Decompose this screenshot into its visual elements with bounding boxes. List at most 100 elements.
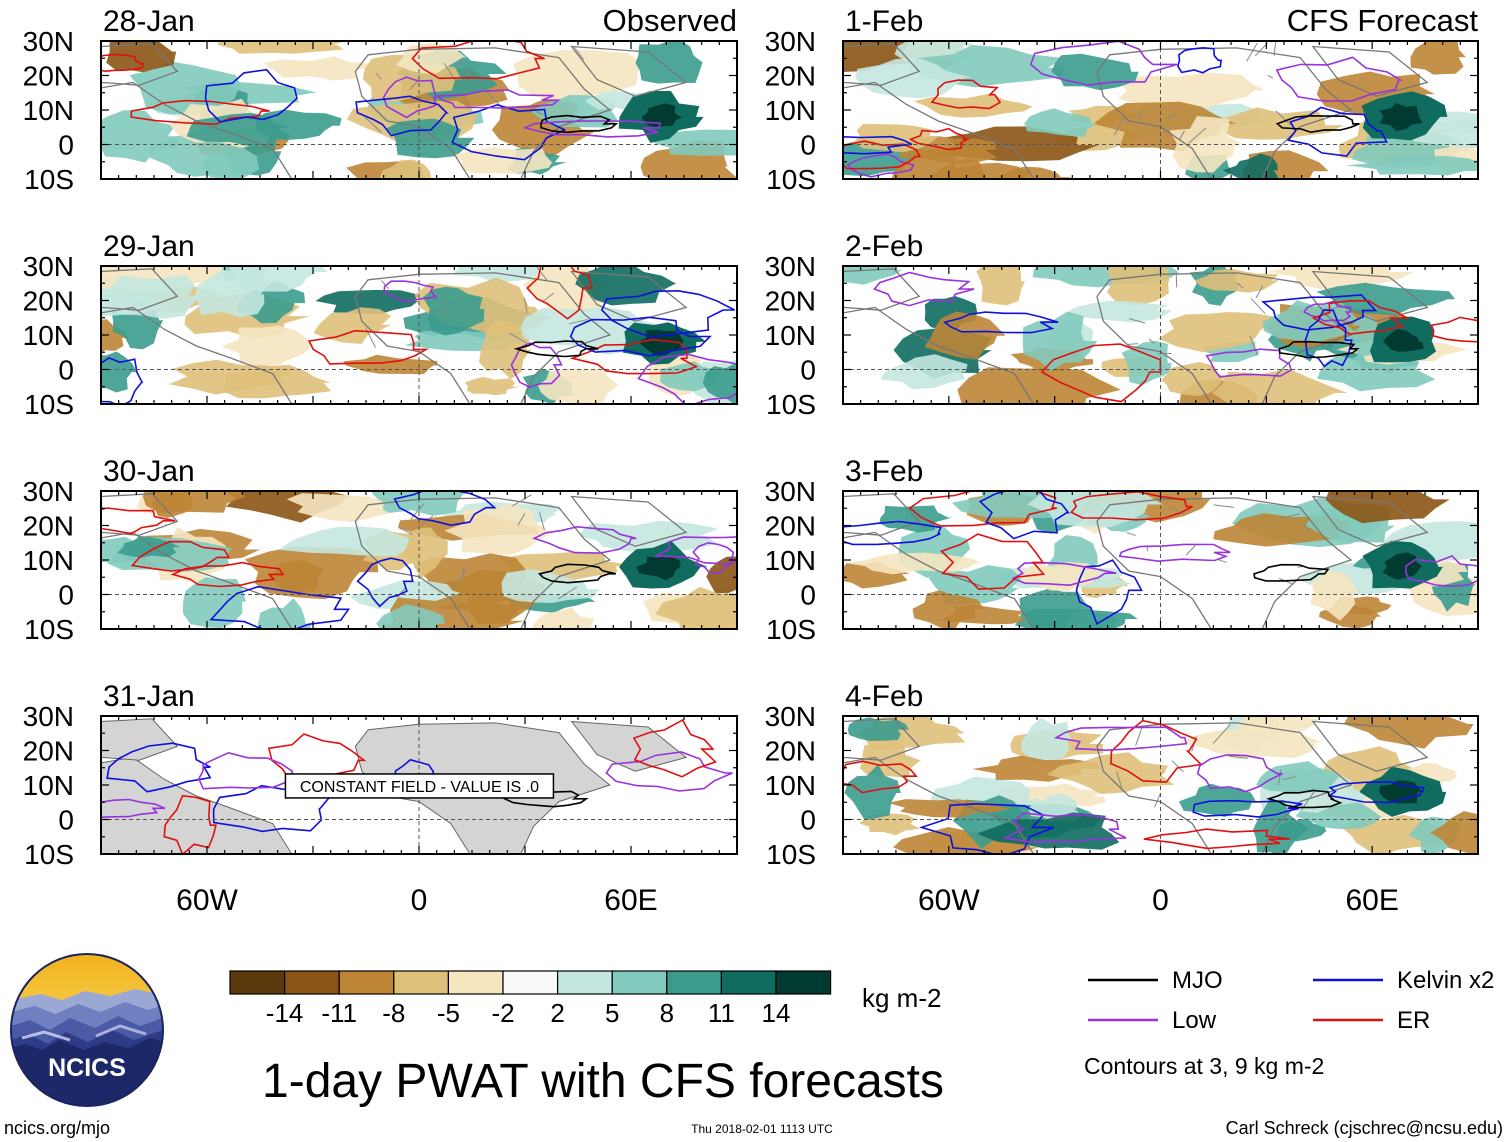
lat-label: 20N — [765, 286, 816, 317]
colorbar-tick-label: -11 — [321, 998, 357, 1028]
lat-label: 20N — [765, 736, 816, 767]
main-title: 1-day PWAT with CFS forecasts — [262, 1055, 944, 1108]
colorbar-segment — [775, 970, 832, 995]
lat-label: 30N — [765, 701, 816, 732]
lat-label: 10S — [24, 839, 74, 870]
lat-label: 20N — [23, 736, 74, 767]
colorbar-segment — [556, 970, 613, 995]
panel-date-label: 29-Jan — [103, 230, 195, 263]
contour-legend: MJO Kelvin x2 Low ER — [1088, 967, 1494, 1034]
colorbar-segment — [229, 970, 286, 995]
lat-label: 10S — [24, 389, 74, 420]
colorbar-tick-label: 14 — [762, 998, 791, 1028]
colorbar-units: kg m-2 — [862, 983, 941, 1013]
lon-label: 60W — [918, 884, 980, 917]
lat-label: 10N — [765, 545, 816, 576]
panel-date-label: 31-Jan — [103, 680, 195, 713]
panel-date-label: 4-Feb — [845, 680, 923, 713]
lat-label: 10S — [766, 839, 816, 870]
lat-label: 30N — [23, 476, 74, 507]
lat-label: 0 — [58, 130, 74, 161]
lat-label: 10N — [23, 545, 74, 576]
colorbar-tick-label: 5 — [605, 998, 619, 1028]
lat-label: 10N — [765, 770, 816, 801]
timestamp: Thu 2018-02-01 1113 UTC — [691, 1122, 833, 1136]
colorbar-tick-label: -5 — [437, 998, 460, 1028]
logo-text: NCICS — [48, 1054, 126, 1082]
legend-label: Kelvin x2 — [1397, 967, 1494, 994]
colorbar-tick-label: -8 — [382, 998, 405, 1028]
colorbar-segment — [284, 970, 340, 995]
colorbar-segment — [447, 970, 504, 995]
colorbar-segment — [393, 970, 449, 995]
colorbar-tick-label: -2 — [491, 998, 514, 1028]
lat-label: 0 — [58, 580, 74, 611]
lat-label: 10N — [23, 95, 74, 126]
forecast-label: CFS Forecast — [1287, 3, 1479, 38]
panel-date-label: 28-Jan — [103, 5, 195, 38]
lat-label: 10S — [24, 614, 74, 645]
constant-field-note: CONSTANT FIELD - VALUE IS .0 — [300, 779, 539, 796]
lat-label: 10N — [23, 770, 74, 801]
colorbar-tick-label: 11 — [708, 998, 735, 1028]
colorbar-segment — [338, 970, 395, 995]
lat-label: 20N — [23, 61, 74, 92]
lat-label: 10N — [23, 320, 74, 351]
observed-label: Observed — [603, 3, 737, 38]
lon-label: 0 — [411, 884, 428, 917]
lat-label: 10S — [766, 164, 816, 195]
lat-label: 10N — [765, 320, 816, 351]
lat-label: 0 — [800, 355, 816, 386]
lat-label: 30N — [23, 701, 74, 732]
colorbar-tick-label: 8 — [660, 998, 674, 1028]
lat-label: 0 — [58, 805, 74, 836]
lon-label: 0 — [1152, 884, 1169, 917]
colorbar-segment — [611, 970, 668, 995]
lon-label: 60E — [604, 884, 657, 917]
colorbar-segment — [720, 970, 777, 995]
lat-label: 0 — [800, 130, 816, 161]
lat-label: 30N — [765, 251, 816, 282]
colorbar-segment — [666, 970, 722, 995]
lat-label: 0 — [800, 580, 816, 611]
site-url[interactable]: ncics.org/mjo — [4, 1118, 110, 1138]
lat-label: 0 — [58, 355, 74, 386]
panel-date-label: 1-Feb — [845, 5, 923, 38]
lat-label: 30N — [23, 251, 74, 282]
colorbar-tick-label: 2 — [550, 998, 564, 1028]
lat-label: 30N — [765, 26, 816, 57]
lat-label: 20N — [765, 511, 816, 542]
legend-label: Low — [1172, 1007, 1217, 1034]
panel-date-label: 3-Feb — [845, 455, 923, 488]
lat-label: 30N — [23, 26, 74, 57]
panel-date-label: 2-Feb — [845, 230, 923, 263]
panel-date-label: 30-Jan — [103, 455, 195, 488]
ncics-logo: NCICS — [10, 953, 164, 1107]
legend-label: MJO — [1172, 967, 1223, 994]
lat-label: 20N — [23, 286, 74, 317]
colorbar: -14 -11 -8 -5 -2 2 5 8 11 14 — [229, 970, 832, 1028]
lon-label: 60W — [176, 884, 238, 917]
lat-label: 10S — [766, 389, 816, 420]
colorbar-tick-label: -14 — [266, 998, 304, 1028]
legend-label: ER — [1397, 1007, 1430, 1034]
lat-label: 20N — [765, 61, 816, 92]
contours-note: Contours at 3, 9 kg m-2 — [1084, 1053, 1324, 1079]
lat-label: 10N — [765, 95, 816, 126]
lat-label: 20N — [23, 511, 74, 542]
lat-label: 0 — [800, 805, 816, 836]
lat-label: 10S — [24, 164, 74, 195]
lat-label: 10S — [766, 614, 816, 645]
lon-label: 60E — [1345, 884, 1398, 917]
colorbar-segment — [502, 970, 559, 995]
author-credit: Carl Schreck (cjschrec@ncsu.edu) — [1226, 1118, 1503, 1138]
lat-label: 30N — [765, 476, 816, 507]
